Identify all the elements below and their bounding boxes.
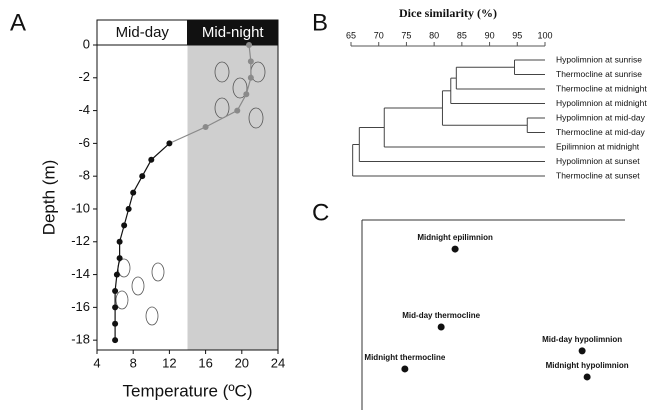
x-tick-label: 16 [198,355,212,370]
data-point [112,304,119,311]
panel-letter: A [10,9,26,36]
data-point [583,373,591,381]
data-point [112,337,119,344]
y-tick-label: -10 [71,200,90,215]
x-axis-label: Dice similarity (%) [399,6,497,20]
series-connector [169,126,206,144]
data-point [451,245,459,253]
data-point [578,347,586,355]
data-point [148,156,155,163]
plot-frame [96,44,279,351]
y-tick-label: -4 [78,102,90,117]
x-tick-label: 85 [457,30,467,40]
panel-letter: C [312,199,329,226]
data-point [234,107,241,114]
x-tick-label: 80 [429,30,439,40]
y-tick-label: -16 [71,299,90,314]
data-point [246,42,253,48]
leaf-label: Epilimnion at midnight [556,141,640,151]
data-point [401,365,409,373]
data-point [437,323,445,331]
leaf-label: Hypolimnion at sunset [556,156,640,166]
data-point [166,140,173,147]
x-tick-label: 20 [235,355,249,370]
y-tick-label: -14 [71,266,90,281]
data-point [116,238,123,245]
y-axis-label: Depth (m) [39,160,58,236]
data-point [112,287,119,294]
data-point [247,74,254,81]
leaf-label: Hypolimnion at midnight [556,98,647,108]
data-point [202,123,209,130]
x-tick-label: 8 [130,355,137,370]
header-label: Mid-day [116,24,170,41]
data-point [130,189,137,196]
point-label: Midnight thermocline [364,353,445,362]
data-point [125,205,132,212]
y-tick-label: -2 [78,69,90,84]
leaf-label: Thermocline at sunset [556,170,640,180]
x-tick-label: 24 [271,355,285,370]
x-tick-label: 4 [93,355,100,370]
leaf-label: Hypolimnion at sunrise [556,54,642,64]
data-point [116,255,123,262]
x-tick-label: 70 [374,30,384,40]
leaf-label: Thermocline at sunrise [556,69,642,79]
x-tick-label: 100 [537,30,552,40]
x-tick-label: 12 [162,355,176,370]
y-tick-label: 0 [83,36,90,51]
night-shade [187,45,278,350]
depth-profile-line [114,142,170,341]
point-label: Midnight hypolimnion [546,361,629,370]
data-point [113,271,120,278]
x-axis-label: Temperature (ºC) [123,381,253,400]
data-point [243,91,250,98]
x-tick-label: 65 [346,30,356,40]
x-tick-label: 90 [485,30,495,40]
leaf-label: Thermocline at midnight [556,83,647,93]
point-label: Mid-day hypolimnion [542,335,622,344]
leaf-label: Thermocline at mid-day [556,127,646,137]
leaf-label: Hypolimnion at mid-day [556,112,646,122]
panel-letter: B [312,9,328,36]
header-night [187,19,279,46]
point-label: Mid-day thermocline [402,311,480,320]
x-tick-label: 95 [512,30,522,40]
y-tick-label: -18 [71,332,90,347]
y-tick-label: -12 [71,233,90,248]
y-tick-label: -6 [78,135,90,150]
header-day [96,19,188,46]
point-label: Midnight epilimnion [417,233,493,242]
x-tick-label: 75 [401,30,411,40]
data-point [112,320,119,327]
data-point [247,58,254,65]
data-point [139,173,146,180]
header-label: Mid-night [202,24,265,41]
data-point [121,222,128,229]
y-tick-label: -8 [78,168,90,183]
